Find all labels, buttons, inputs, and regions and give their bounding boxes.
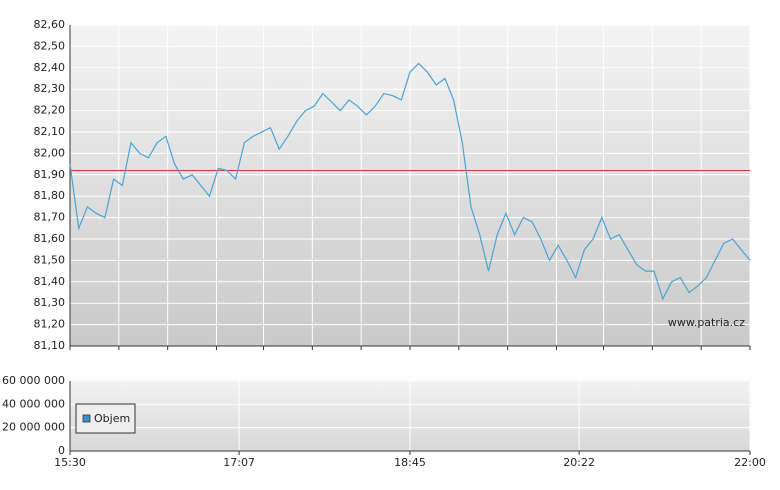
y-tick-label: 82,20 [34, 104, 66, 117]
y-tick-label: 82,50 [34, 39, 66, 52]
x-tick-label: 17:07 [223, 456, 255, 469]
y-tick-label: 81,70 [34, 211, 66, 224]
y-tick-label: 81,50 [34, 253, 66, 266]
y-tick-label: 82,40 [34, 61, 66, 74]
legend: Objem [75, 403, 136, 434]
x-tick-label: 15:30 [54, 456, 86, 469]
y-tick-label: 81,10 [34, 339, 66, 352]
price-line [69, 62, 751, 301]
y-tick-label: 81,30 [34, 296, 66, 309]
y-tick-label: 81,20 [34, 318, 66, 331]
y-tick-label: 81,40 [34, 275, 66, 288]
x-tick-label: 18:45 [394, 456, 426, 469]
watermark: www.patria.cz [668, 316, 745, 329]
y-tick-label: 82,30 [34, 82, 66, 95]
y-tick-label: 81,80 [34, 189, 66, 202]
y-tick-label: 40 000 000 [2, 397, 65, 410]
y-tick-label: 60 000 000 [2, 374, 65, 387]
y-tick-label: 82,00 [34, 146, 66, 159]
y-tick-label: 81,90 [34, 168, 66, 181]
legend-swatch [82, 414, 91, 423]
y-tick-label: 0 [58, 444, 65, 457]
x-tick-label: 20:22 [563, 456, 595, 469]
y-tick-label: 20 000 000 [2, 421, 65, 434]
x-tick-label: 22:00 [734, 456, 766, 469]
y-tick-label: 82,60 [34, 18, 66, 31]
legend-label: Objem [94, 412, 130, 425]
y-tick-label: 81,60 [34, 232, 66, 245]
y-tick-label: 82,10 [34, 125, 66, 138]
